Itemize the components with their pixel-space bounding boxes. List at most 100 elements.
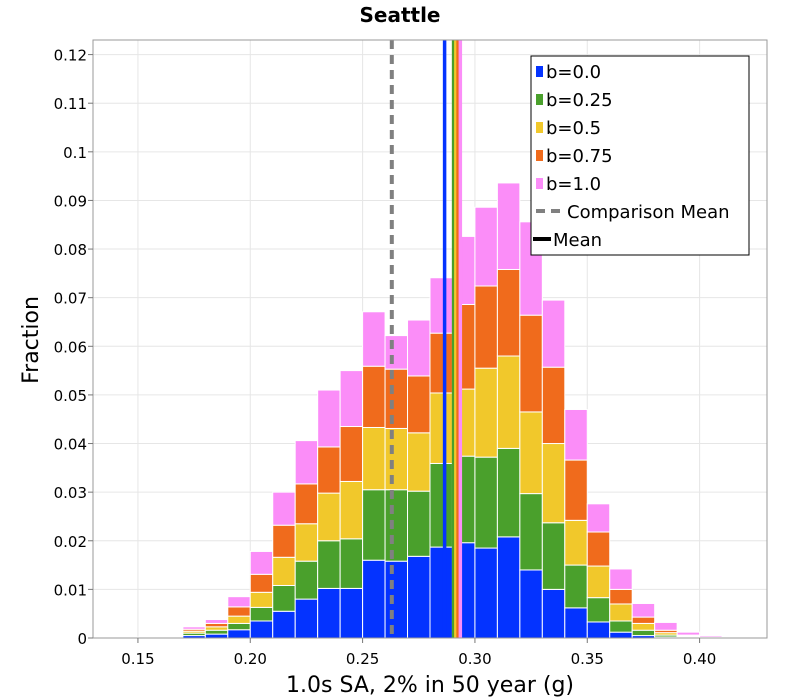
bar-segment-b10: [362, 311, 386, 367]
y-tick-label: 0.11: [54, 95, 87, 113]
x-tick-label: 0.15: [121, 650, 154, 668]
bar-segment-b025: [564, 564, 588, 609]
bar-segment-b025: [272, 584, 296, 612]
bar-segment-b075: [362, 365, 386, 428]
bar-segment-b00: [586, 621, 611, 639]
bar-segment-b00: [541, 588, 566, 639]
bar-segment-b10: [474, 206, 498, 287]
bar-segment-b075: [227, 606, 251, 617]
bar-segment-b10: [317, 389, 341, 448]
bar-segment-b10: [407, 319, 431, 377]
x-tick-label: 0.30: [458, 650, 491, 668]
bar-segment-b00: [384, 560, 409, 639]
bar-segment-b00: [317, 587, 341, 639]
y-tick-label: 0.07: [54, 290, 87, 308]
bar-segment-b10: [204, 619, 229, 624]
bar-segment-b10: [631, 602, 656, 618]
y-tick-label: 0.04: [54, 436, 87, 454]
bar-segment-b025: [249, 606, 274, 622]
y-axis-ticks: 0 0.01 0.02 0.03 0.04 0.05 0.06 0.07 0.08 0.09 0.1…: [54, 47, 93, 648]
legend-swatch: [536, 66, 543, 77]
bar-segment-b10: [541, 299, 566, 368]
bar-segment-b10: [272, 491, 296, 526]
bar-segment-b075: [407, 375, 431, 434]
bar-segment-b075: [609, 588, 633, 605]
x-axis-ticks: 0.15 0.20 0.25 0.30 0.35 0.40: [121, 638, 716, 668]
bar-segment-b025: [429, 462, 453, 548]
legend: b=0.0 b=0.25 b=0.5 b=0.75 b=1.0 Comparison Me…: [530, 55, 750, 256]
bar-segment-b00: [407, 555, 431, 639]
x-tick-label: 0.35: [571, 650, 604, 668]
bar-segment-b00: [609, 631, 633, 639]
bar-segment-b10: [159, 632, 184, 635]
bar-segment-b10: [586, 503, 611, 533]
bar-segment-b00: [429, 546, 453, 639]
bar-segment-b10: [496, 182, 521, 270]
bar-segment-b10: [339, 370, 364, 428]
bar-segment-b025: [541, 522, 566, 590]
legend-label: b=0.5: [546, 118, 601, 139]
bar-segment-b075: [272, 524, 296, 558]
bar-segment-b025: [496, 447, 521, 538]
y-tick-label: 0.05: [54, 387, 87, 405]
bar-segment-b00: [496, 536, 521, 639]
bar-segment-b00: [474, 547, 498, 639]
bar-segment-b05: [541, 443, 566, 524]
bar-segment-b075: [519, 314, 543, 413]
bar-segment-b05: [384, 427, 409, 491]
bar-segment-b05: [586, 565, 611, 599]
bar-segment-b025: [317, 540, 341, 589]
legend-swatch: [536, 150, 543, 161]
bar-segment-b05: [519, 411, 543, 495]
legend-swatch: [536, 122, 543, 133]
bar-segment-b00: [339, 587, 364, 639]
chart-title: Seattle: [359, 3, 440, 27]
legend-label: b=0.75: [546, 146, 613, 167]
bar-segment-b025: [407, 490, 431, 557]
bar-segment-b05: [631, 622, 656, 631]
bar-segment-b05: [564, 519, 588, 566]
bar-segment-b025: [609, 620, 633, 633]
bar-segment-b05: [496, 355, 521, 449]
bar-segment-b00: [227, 629, 251, 639]
bar-segment-b00: [564, 607, 588, 639]
bar-segment-b10: [227, 596, 251, 608]
bar-segment-b10: [564, 408, 588, 461]
legend-label: Comparison Mean: [567, 202, 730, 223]
bar-segment-b075: [249, 573, 274, 593]
y-axis-title: Fraction: [19, 296, 44, 384]
bar-segment-b10: [676, 631, 701, 636]
bar-segment-b05: [249, 591, 274, 608]
bar-segment-b10: [429, 277, 453, 334]
bar-segment-b075: [384, 368, 409, 429]
bar-segment-b075: [541, 366, 566, 445]
legend-swatch: [536, 178, 543, 189]
bar-segment-b05: [272, 556, 296, 586]
bar-segment-b05: [227, 615, 251, 624]
bar-segment-b075: [294, 483, 319, 525]
legend-box: [530, 55, 750, 256]
bar-segment-b025: [294, 560, 319, 600]
bar-segment-b075: [564, 459, 588, 521]
x-tick-label: 0.40: [683, 650, 716, 668]
bar-segment-b025: [227, 622, 251, 631]
y-tick-label: 0.06: [54, 338, 87, 356]
bar-segment-b05: [407, 432, 431, 492]
legend-label: b=0.0: [546, 62, 601, 83]
bar-segment-b00: [204, 633, 229, 639]
bar-segment-b05: [339, 480, 364, 540]
bar-segment-b025: [204, 629, 229, 635]
bar-segment-b075: [496, 268, 521, 357]
y-tick-label: 0.03: [54, 484, 87, 502]
bar-segment-b10: [384, 335, 409, 370]
bar-segment-b025: [631, 629, 656, 637]
bar-segment-b025: [519, 493, 543, 571]
bar-segment-b075: [204, 622, 229, 628]
bar-segment-b10: [182, 626, 206, 630]
bar-segment-b05: [317, 492, 341, 542]
bar-segment-b05: [294, 523, 319, 562]
bar-segment-b00: [294, 598, 319, 639]
x-axis-title: 1.0s SA, 2% in 50 year (g): [286, 673, 574, 698]
